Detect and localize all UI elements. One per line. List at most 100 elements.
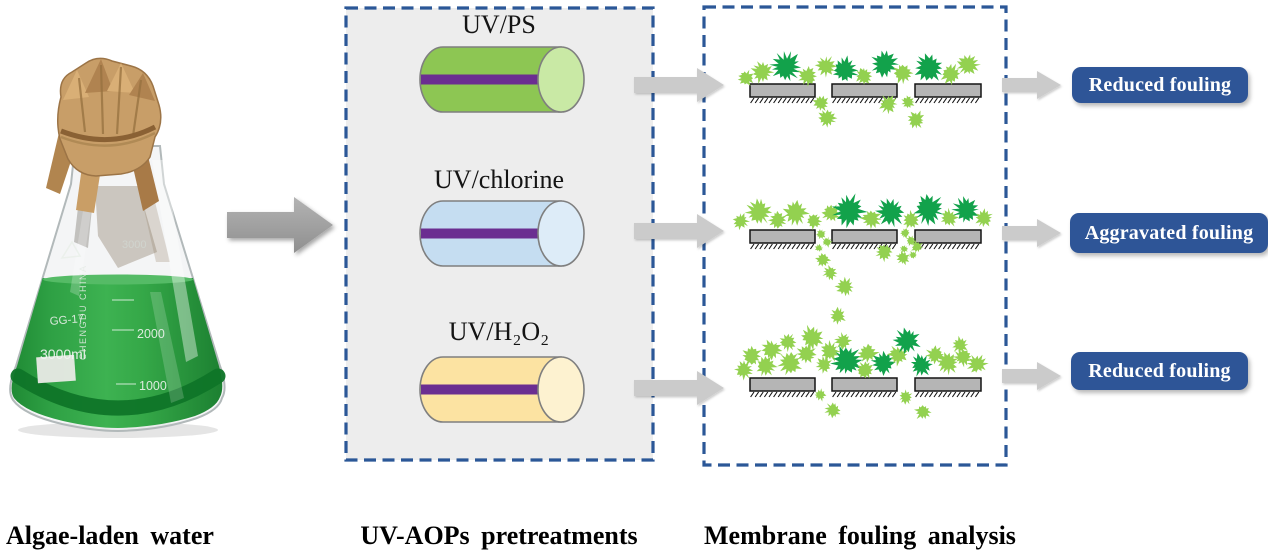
algae-particle xyxy=(925,345,944,365)
algae-particle xyxy=(956,54,981,75)
algae-particle xyxy=(744,198,773,224)
flask-photo: GG-17 3000ml CHENGDU CHINA 3000 2000 100… xyxy=(9,57,226,438)
algae-particle xyxy=(756,356,778,377)
algae-particle xyxy=(830,345,863,374)
liquid-highlight xyxy=(150,292,184,403)
paper-fold xyxy=(63,70,89,100)
algae-particle xyxy=(952,349,972,368)
algae-particle xyxy=(870,350,896,376)
membrane-hatch xyxy=(832,391,897,398)
membrane-segment xyxy=(831,377,898,392)
result-badge-reduced-2: Reduced fouling xyxy=(1071,352,1248,390)
algae-particle xyxy=(975,208,993,227)
algae-particle xyxy=(875,244,893,263)
algae-particle xyxy=(816,229,826,240)
membrane-segment xyxy=(749,377,816,392)
cap-tie-band xyxy=(60,131,156,147)
paper-cap xyxy=(46,57,162,213)
algae-particle xyxy=(737,69,754,86)
algae-particle xyxy=(796,343,817,364)
algae-particle xyxy=(899,245,909,254)
algae-particle xyxy=(820,340,841,362)
algae-particle xyxy=(814,56,838,78)
membrane-row-2 xyxy=(732,193,993,325)
algae-particle xyxy=(750,61,775,84)
algae-particle xyxy=(940,207,959,227)
uv-tube xyxy=(421,384,561,395)
algae-particle xyxy=(951,196,979,223)
membrane-segment xyxy=(831,229,898,244)
glass-highlight xyxy=(70,190,94,296)
algae-particle xyxy=(911,241,924,253)
cap-tie-band xyxy=(60,124,157,143)
algae-particle xyxy=(832,55,859,82)
algae-particle xyxy=(824,402,841,419)
membrane-hatch xyxy=(750,391,815,398)
algae-particle xyxy=(857,361,874,379)
lamp-label-uv-ps: UV/PS xyxy=(462,10,536,39)
algae-particle xyxy=(815,355,832,374)
algae-particle xyxy=(831,193,868,229)
result-badge-reduced-1: Reduced fouling xyxy=(1072,67,1248,103)
paper-cap-body xyxy=(57,57,162,177)
arrow-lamp1-to-membrane xyxy=(634,68,724,102)
algae-particle xyxy=(822,265,838,281)
algae-particle xyxy=(769,51,802,82)
algae-liquid xyxy=(11,278,223,428)
liquid-bottom-band xyxy=(10,368,226,416)
lamp-end-cap xyxy=(537,200,585,267)
algae-particle xyxy=(901,95,915,109)
algae-particle xyxy=(856,68,873,85)
algae-particle xyxy=(879,95,898,115)
arrow-row1-to-result xyxy=(634,371,724,405)
flask-volume-text: 3000ml xyxy=(40,346,86,362)
arrow-flask-to-pretreatment xyxy=(227,197,333,253)
arrow-membrane2-to-badge xyxy=(1002,219,1061,247)
algae-particle xyxy=(910,353,933,377)
algae-particle xyxy=(779,333,797,353)
algae-particle xyxy=(801,324,824,351)
algae-particle xyxy=(914,405,932,420)
uv-lamp-uv-ps xyxy=(419,46,585,113)
algae-particle xyxy=(734,360,754,381)
arrow-lamp2-to-membrane xyxy=(634,214,724,248)
algae-particle xyxy=(834,332,853,350)
glass-reflection-smudge xyxy=(95,186,157,268)
paper-fold xyxy=(129,73,155,101)
membrane-hatch xyxy=(750,243,815,250)
algae-particle xyxy=(798,66,817,87)
algae-particle xyxy=(940,63,961,86)
algae-particle xyxy=(875,198,905,228)
flask-model-text: GG-17 xyxy=(49,313,84,328)
lamp-label-uv-chlorine: UV/chlorine xyxy=(434,165,564,194)
algae-particle xyxy=(821,204,841,222)
flask-scale-3000: 3000 xyxy=(122,239,146,251)
algae-particle xyxy=(908,251,917,259)
algae-particle xyxy=(907,110,925,129)
membrane-row-3 xyxy=(734,324,989,420)
membrane-hatch xyxy=(915,391,980,398)
flow-arrows xyxy=(227,68,1061,405)
algae-particle xyxy=(893,64,914,85)
caption-algae-laden-water: Algae-laden water xyxy=(6,521,214,550)
uv-lamp-uv-chlorine xyxy=(419,200,585,267)
lamp-end-cap xyxy=(537,46,585,113)
algae-particle xyxy=(815,253,832,267)
paper-crease-lines xyxy=(77,64,143,137)
algae-particle xyxy=(886,345,909,367)
algae-particle xyxy=(782,199,810,226)
membrane-segment xyxy=(914,229,982,244)
arrow-membrane3-to-badge xyxy=(1002,362,1061,390)
membrane-hatch xyxy=(750,97,815,104)
algae-particle xyxy=(899,389,913,405)
algae-particle xyxy=(913,194,945,226)
flask-scale-1000: 1000 xyxy=(139,379,167,393)
algae-particle xyxy=(812,95,829,111)
algae-particle xyxy=(829,306,846,325)
lamp-label-uv-h2o2: UV/H₂O₂ xyxy=(448,317,550,346)
algae-particle xyxy=(807,214,823,230)
membrane-panel-border xyxy=(702,5,1008,467)
uv-lamp-uv-h2o2 xyxy=(419,356,585,423)
algae-particle xyxy=(914,53,943,81)
